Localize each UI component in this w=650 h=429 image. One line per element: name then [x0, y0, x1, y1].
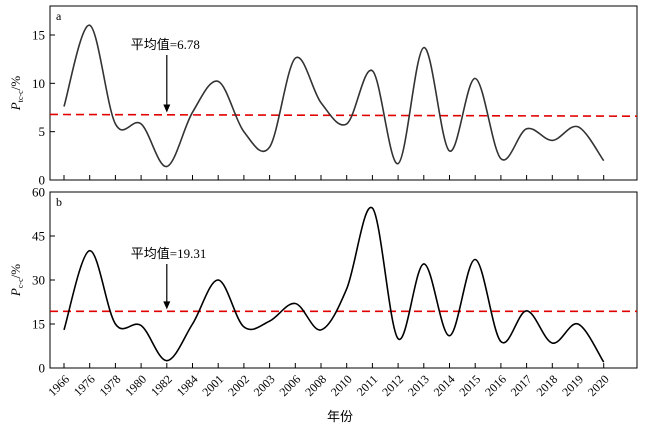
y-axis-label: Pc-c/%	[8, 264, 25, 297]
panel-b: 0 15 30 45 60 b Pc-c/% 平均值=19.31	[8, 185, 638, 376]
y-axis-label: Ptc-c/%	[8, 76, 25, 112]
data-point	[422, 46, 426, 50]
x-tick-label: 1978	[97, 372, 124, 399]
x-tick-label: 2020	[585, 372, 612, 399]
data-point	[448, 149, 452, 153]
x-tick-label: 2019	[559, 372, 586, 399]
data-point	[550, 341, 554, 345]
data-point	[319, 328, 323, 332]
data-point	[525, 127, 529, 131]
y-axis-label-main: P	[8, 102, 23, 111]
data-point	[216, 79, 220, 83]
x-tick-label: 2002	[225, 372, 252, 399]
data-point	[345, 122, 349, 126]
data-point	[602, 360, 606, 364]
data-point	[62, 105, 66, 109]
x-tick-label: 1966	[45, 372, 72, 399]
mean-annotation: 平均值=6.78	[131, 37, 200, 52]
data-point	[62, 328, 66, 332]
data-point	[88, 23, 92, 27]
data-point	[370, 206, 374, 210]
data-point	[165, 164, 169, 168]
x-tick-label: 1982	[148, 372, 175, 399]
data-point	[88, 249, 92, 253]
y-axis-label-subscript: c-c	[16, 278, 25, 288]
x-tick-label: 2013	[405, 372, 432, 399]
annotation-arrow-head	[163, 104, 171, 113]
data-point	[191, 322, 195, 326]
data-point	[242, 130, 246, 134]
y-tick-label: 0	[39, 173, 46, 188]
data-point	[345, 287, 349, 291]
x-tick-label: 2006	[276, 372, 303, 399]
data-point	[499, 340, 503, 344]
x-tick-label: 1984	[174, 372, 201, 399]
data-point	[139, 122, 143, 126]
y-tick-label: 10	[32, 76, 45, 91]
y-axis-label-subscript: tc-c	[16, 90, 25, 102]
data-point	[165, 359, 169, 363]
x-tick-label: 2018	[533, 372, 560, 399]
data-point	[576, 322, 580, 326]
mean-line	[49, 113, 638, 117]
data-point	[370, 69, 374, 73]
data-point	[550, 138, 554, 142]
x-tick-label: 2008	[302, 372, 329, 399]
data-point	[525, 309, 529, 313]
y-tick-label: 15	[32, 317, 45, 332]
data-point	[191, 110, 195, 114]
x-tick-label: 2003	[251, 372, 278, 399]
data-point	[422, 262, 426, 266]
data-point	[396, 162, 400, 166]
data-point	[113, 122, 117, 126]
series-line	[63, 206, 605, 363]
x-tick-label: 1980	[122, 372, 149, 399]
data-point	[319, 101, 323, 105]
data-point	[473, 257, 477, 261]
y-tick-label: 5	[39, 124, 46, 139]
data-point	[576, 125, 580, 129]
panel-label: a	[56, 9, 62, 23]
x-tick-label: 1976	[71, 372, 98, 399]
x-tick-label: 2016	[482, 372, 509, 399]
y-tick-label: 45	[32, 229, 45, 244]
plot-frame	[49, 5, 638, 181]
data-point	[499, 157, 503, 161]
data-point	[216, 278, 220, 282]
data-point	[242, 325, 246, 329]
data-point	[268, 145, 272, 149]
data-point	[602, 159, 606, 163]
x-tick-label: 2017	[508, 372, 535, 399]
y-tick-label: 15	[32, 28, 45, 43]
y-tick-label: 30	[32, 273, 45, 288]
annotation-arrow-head	[163, 301, 171, 310]
x-tick-label: 2001	[199, 372, 226, 399]
y-tick-label: 60	[32, 185, 45, 200]
data-point	[448, 334, 452, 338]
data-point	[396, 337, 400, 341]
x-tick-label: 2010	[328, 372, 355, 399]
y-axis-label-unit: /%	[8, 76, 23, 91]
mean-annotation: 平均值=19.31	[131, 246, 207, 261]
x-axis-label: 年份	[327, 409, 353, 424]
data-point	[293, 301, 297, 305]
x-tick-label: 2014	[431, 372, 458, 399]
y-axis-label-unit: /%	[8, 264, 23, 279]
panel-a: 0 5 10 15 a Ptc-c/% 平均值=6.78	[8, 5, 638, 188]
x-tick-label: 2015	[456, 372, 483, 399]
series-line	[63, 24, 605, 168]
x-tick-label: 2011	[354, 372, 381, 399]
x-tick-label: 2012	[379, 372, 406, 399]
data-point	[268, 319, 272, 323]
data-point	[473, 77, 477, 81]
x-axis: 1966197619781980198219842001200220032006…	[45, 372, 612, 399]
data-point	[139, 323, 143, 327]
y-tick-label: 0	[39, 361, 46, 376]
data-point	[293, 56, 297, 60]
panel-label: b	[56, 195, 62, 209]
data-point	[113, 322, 117, 326]
y-axis-label-main: P	[8, 288, 23, 297]
